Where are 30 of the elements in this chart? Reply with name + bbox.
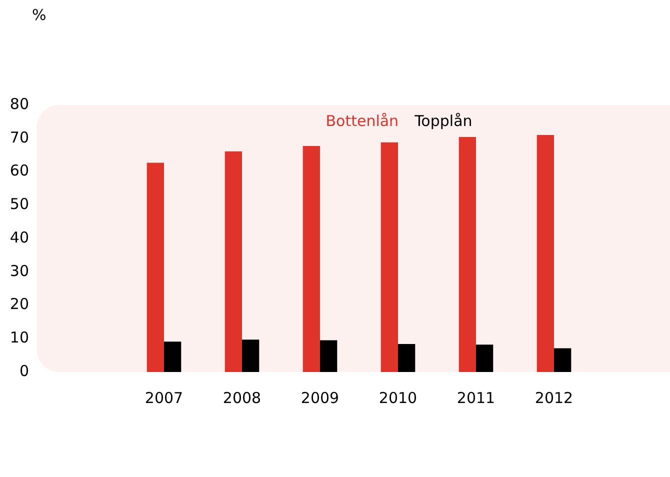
text: Topplån — [414, 112, 472, 130]
x-tick-label: 2009 — [300, 388, 340, 407]
y-tick-label: 10 — [10, 328, 29, 347]
bar — [302, 146, 320, 372]
bar — [164, 342, 182, 372]
bar — [146, 162, 164, 372]
bar — [320, 340, 338, 372]
y-tick-label: 70 — [10, 128, 29, 146]
y-tick-label: 60 — [10, 162, 29, 180]
x-tick-label: 2007 — [144, 388, 184, 407]
x-tick-label: 2011 — [456, 388, 496, 407]
bar — [380, 142, 398, 372]
y-tick-label: 0 — [19, 362, 29, 380]
bar — [476, 344, 494, 372]
bar — [242, 340, 260, 372]
x-tick-label: 2010 — [378, 388, 418, 407]
y-tick-label: 20 — [10, 295, 29, 314]
bar — [458, 137, 476, 372]
x-tick-label: 2012 — [534, 388, 574, 407]
y-tick-label: 80 — [10, 94, 29, 113]
y-tick-label: 40 — [10, 228, 29, 246]
bar — [554, 348, 572, 372]
y-tick-label: 50 — [10, 195, 29, 214]
bar — [398, 344, 416, 372]
bar — [224, 151, 242, 372]
y-tick-label: 30 — [10, 262, 29, 280]
x-tick-label: 2008 — [222, 388, 262, 407]
series-label: Bottenlån — [326, 112, 399, 130]
text: % — [32, 6, 46, 24]
bar — [536, 135, 554, 372]
